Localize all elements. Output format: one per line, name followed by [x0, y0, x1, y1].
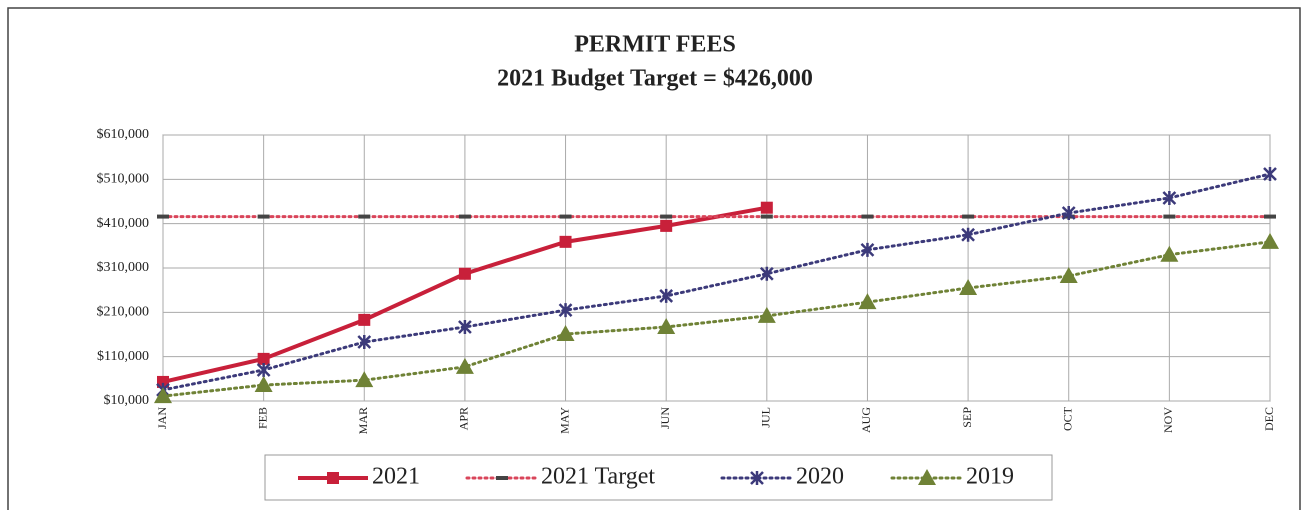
- marker: [256, 362, 271, 377]
- series-line: [161, 240, 1272, 398]
- marker: [154, 387, 172, 404]
- marker: [1059, 266, 1078, 283]
- x-tick-label: APR: [457, 407, 471, 430]
- marker: [559, 214, 572, 219]
- marker: [760, 214, 773, 219]
- marker: [660, 214, 673, 219]
- legend-label: 2020: [796, 464, 844, 490]
- y-tick-label: $410,000: [97, 216, 150, 231]
- marker: [1061, 206, 1076, 221]
- marker: [861, 214, 874, 219]
- marker: [458, 214, 471, 219]
- marker: [962, 214, 975, 219]
- marker: [1263, 167, 1277, 182]
- marker: [959, 278, 978, 295]
- marker: [860, 242, 875, 257]
- marker: [157, 375, 169, 388]
- marker: [1264, 214, 1276, 219]
- x-tick-label: AUG: [859, 407, 873, 433]
- legend-marker: [327, 472, 339, 484]
- y-tick-label: $510,000: [97, 172, 150, 187]
- legend-marker: [750, 471, 764, 485]
- marker: [455, 357, 474, 374]
- marker: [760, 201, 773, 214]
- marker: [358, 313, 371, 326]
- marker: [157, 214, 169, 219]
- y-tick-label: $10,000: [104, 393, 150, 408]
- marker: [657, 317, 676, 334]
- x-tick-label: OCT: [1060, 406, 1074, 431]
- legend-label: 2021: [372, 464, 420, 490]
- legend-label: 2021 Target: [541, 464, 655, 490]
- marker: [1261, 232, 1279, 249]
- marker: [1160, 245, 1179, 262]
- frame: [7, 7, 1301, 510]
- marker: [254, 376, 273, 393]
- marker: [559, 235, 572, 248]
- x-tick-label: MAY: [557, 407, 571, 434]
- x-tick-label: NOV: [1161, 407, 1175, 433]
- marker: [458, 319, 472, 334]
- legend-marker: [918, 469, 936, 485]
- x-tick-label: SEP: [960, 407, 974, 428]
- chart-subtitle: 2021 Budget Target = $426,000: [497, 66, 813, 92]
- y-tick-label: $210,000: [97, 305, 150, 320]
- marker: [358, 214, 371, 219]
- marker: [1162, 190, 1177, 205]
- marker: [355, 371, 374, 388]
- legend-label: 2019: [966, 464, 1014, 490]
- marker: [858, 293, 877, 310]
- legend-marker: [496, 476, 508, 480]
- y-tick-label: $110,000: [97, 349, 149, 364]
- marker: [357, 335, 372, 350]
- marker: [961, 227, 975, 242]
- x-tick-label: MAR: [356, 407, 370, 434]
- y-tick-label: $610,000: [97, 127, 150, 142]
- marker: [757, 306, 776, 323]
- marker: [660, 219, 673, 232]
- x-tick-label: JAN: [155, 407, 169, 429]
- marker: [659, 288, 674, 303]
- marker: [257, 352, 270, 365]
- marker: [458, 267, 471, 280]
- marker: [759, 266, 774, 281]
- x-tick-label: DEC: [1262, 407, 1276, 431]
- marker: [257, 214, 270, 219]
- x-tick-label: JUL: [759, 407, 773, 428]
- series-line: [161, 172, 1272, 392]
- x-tick-label: JUN: [658, 407, 672, 429]
- marker: [556, 325, 575, 342]
- x-tick-label: FEB: [255, 407, 269, 429]
- chart-title: PERMIT FEES: [574, 32, 736, 58]
- y-tick-label: $310,000: [97, 260, 150, 275]
- marker: [558, 303, 573, 318]
- marker: [1163, 214, 1176, 219]
